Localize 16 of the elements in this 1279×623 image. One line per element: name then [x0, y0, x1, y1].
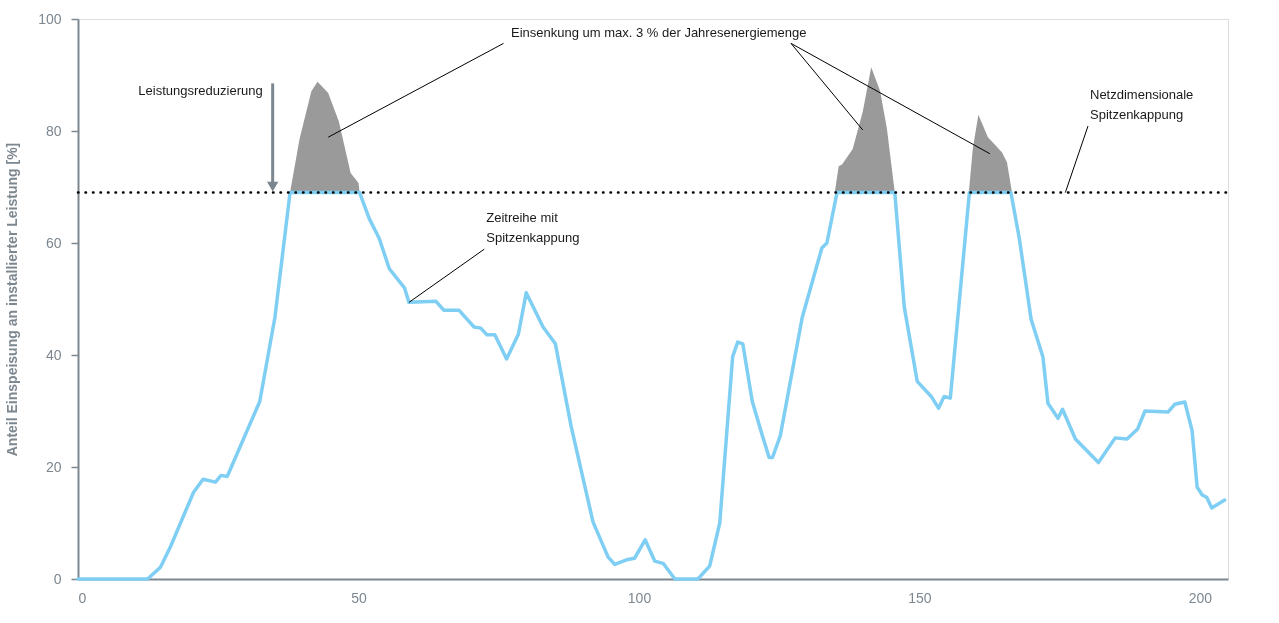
x-tick-label: 150	[908, 589, 932, 606]
x-tick-label: 50	[351, 589, 367, 606]
y-tick-label: 40	[45, 346, 62, 363]
y-tick-label: 60	[45, 234, 62, 251]
x-tick-label: 0	[78, 589, 87, 606]
y-tick-label: 0	[53, 570, 62, 587]
x-tick-label: 100	[627, 589, 652, 606]
annotation: Leistungsreduzierung	[138, 83, 263, 99]
y-tick-label: 20	[45, 458, 62, 475]
annotation: Zeitreihe mit Spitzenkappung	[486, 210, 580, 246]
annotation: Netzdimensionale Spitzenkappung	[1090, 87, 1194, 122]
annotation: Einsenkung um max. 3 % der Jahresenergiemenge	[510, 25, 807, 41]
y-tick-label: 80	[45, 122, 62, 139]
y-axis-title: Anteil Einspeisung an installierter Leistung [%]	[4, 142, 21, 457]
y-tick-label: 100	[38, 10, 62, 27]
x-tick-label: 200	[1188, 589, 1213, 606]
